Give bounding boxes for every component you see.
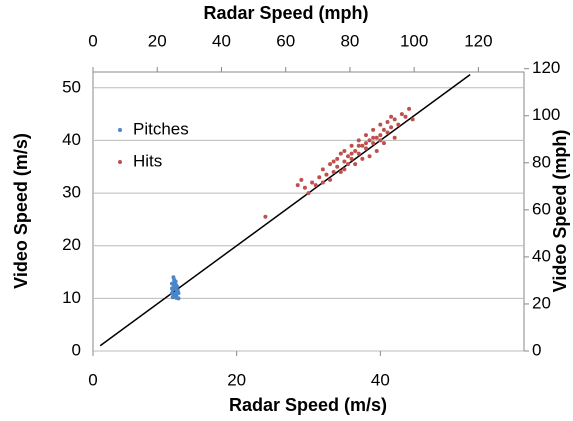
x-tick-label: 20 [227, 370, 246, 389]
point [378, 122, 383, 127]
point [360, 156, 365, 161]
point [313, 183, 318, 188]
point [338, 151, 343, 156]
y-axis-title: Video Speed (m/s) [11, 133, 31, 289]
point [385, 120, 390, 125]
point [317, 175, 322, 180]
point [396, 122, 401, 127]
y2-tick-label: 20 [532, 293, 551, 312]
point [338, 170, 343, 175]
point [310, 180, 315, 185]
point [356, 151, 361, 156]
point [175, 288, 180, 293]
point [353, 162, 358, 167]
point [378, 138, 383, 143]
y2-tick-label: 100 [532, 105, 560, 124]
point [174, 295, 179, 300]
point [171, 293, 176, 298]
point [349, 156, 354, 161]
point [331, 170, 336, 175]
point [381, 127, 386, 132]
point [320, 167, 325, 172]
x2-tick-label: 100 [400, 31, 428, 50]
y2-tick-label: 60 [532, 199, 551, 218]
point [378, 133, 383, 138]
y2-tick-label: 40 [532, 246, 551, 265]
point [385, 130, 390, 135]
x-tick-label: 0 [88, 370, 97, 389]
point [407, 106, 412, 111]
y2-axis-title: Video Speed (mph) [550, 130, 570, 293]
point [399, 112, 404, 117]
point [403, 114, 408, 119]
point [342, 148, 347, 153]
y-tick-label: 20 [62, 235, 81, 254]
point [363, 146, 368, 151]
point [346, 162, 351, 167]
y2-tick-label: 120 [532, 58, 560, 77]
x-axis-title: Radar Speed (m/s) [229, 395, 387, 415]
point [410, 117, 415, 122]
point [324, 172, 329, 177]
point [349, 151, 354, 156]
x2-tick-label: 60 [276, 31, 295, 50]
legend-marker [118, 128, 122, 132]
point [367, 138, 372, 143]
reference-line [99, 74, 471, 347]
point [381, 141, 386, 146]
point [356, 143, 361, 148]
y-tick-label: 0 [72, 340, 81, 359]
plot-frame [92, 71, 525, 352]
point [335, 156, 340, 161]
point [371, 135, 376, 140]
point [353, 148, 358, 153]
point [367, 154, 372, 159]
x2-tick-label: 20 [148, 31, 167, 50]
point [392, 135, 397, 140]
point [374, 148, 379, 153]
point [328, 162, 333, 167]
point [320, 180, 325, 185]
point [371, 127, 376, 132]
point [299, 177, 304, 182]
point [389, 114, 394, 119]
y-tick-label: 40 [62, 130, 81, 149]
point [295, 183, 300, 188]
point [374, 135, 379, 140]
point [349, 143, 354, 148]
point [328, 177, 333, 182]
point [389, 125, 394, 130]
x2-tick-label: 80 [340, 31, 359, 50]
point [302, 185, 307, 190]
y-tick-label: 30 [62, 183, 81, 202]
point [363, 141, 368, 146]
point [331, 159, 336, 164]
legend-label: Pitches [133, 119, 189, 138]
x2-tick-label: 0 [88, 31, 97, 50]
point [363, 133, 368, 138]
point [170, 286, 175, 291]
point [306, 191, 311, 196]
x2-tick-label: 120 [464, 31, 492, 50]
point [263, 214, 268, 219]
point [173, 279, 178, 284]
point [392, 117, 397, 122]
point [371, 141, 376, 146]
y-tick-label: 50 [62, 77, 81, 96]
y2-tick-label: 0 [532, 340, 541, 359]
y-tick-label: 10 [62, 288, 81, 307]
legend-label: Hits [133, 151, 162, 170]
point [346, 154, 351, 159]
point [335, 164, 340, 169]
point [356, 138, 361, 143]
x-tick-label: 40 [371, 370, 390, 389]
point [342, 159, 347, 164]
point [360, 143, 365, 148]
x2-tick-label: 40 [212, 31, 231, 50]
point [342, 167, 347, 172]
legend-marker [118, 160, 122, 164]
y2-tick-label: 80 [532, 152, 551, 171]
x2-axis-title: Radar Speed (mph) [203, 3, 368, 23]
